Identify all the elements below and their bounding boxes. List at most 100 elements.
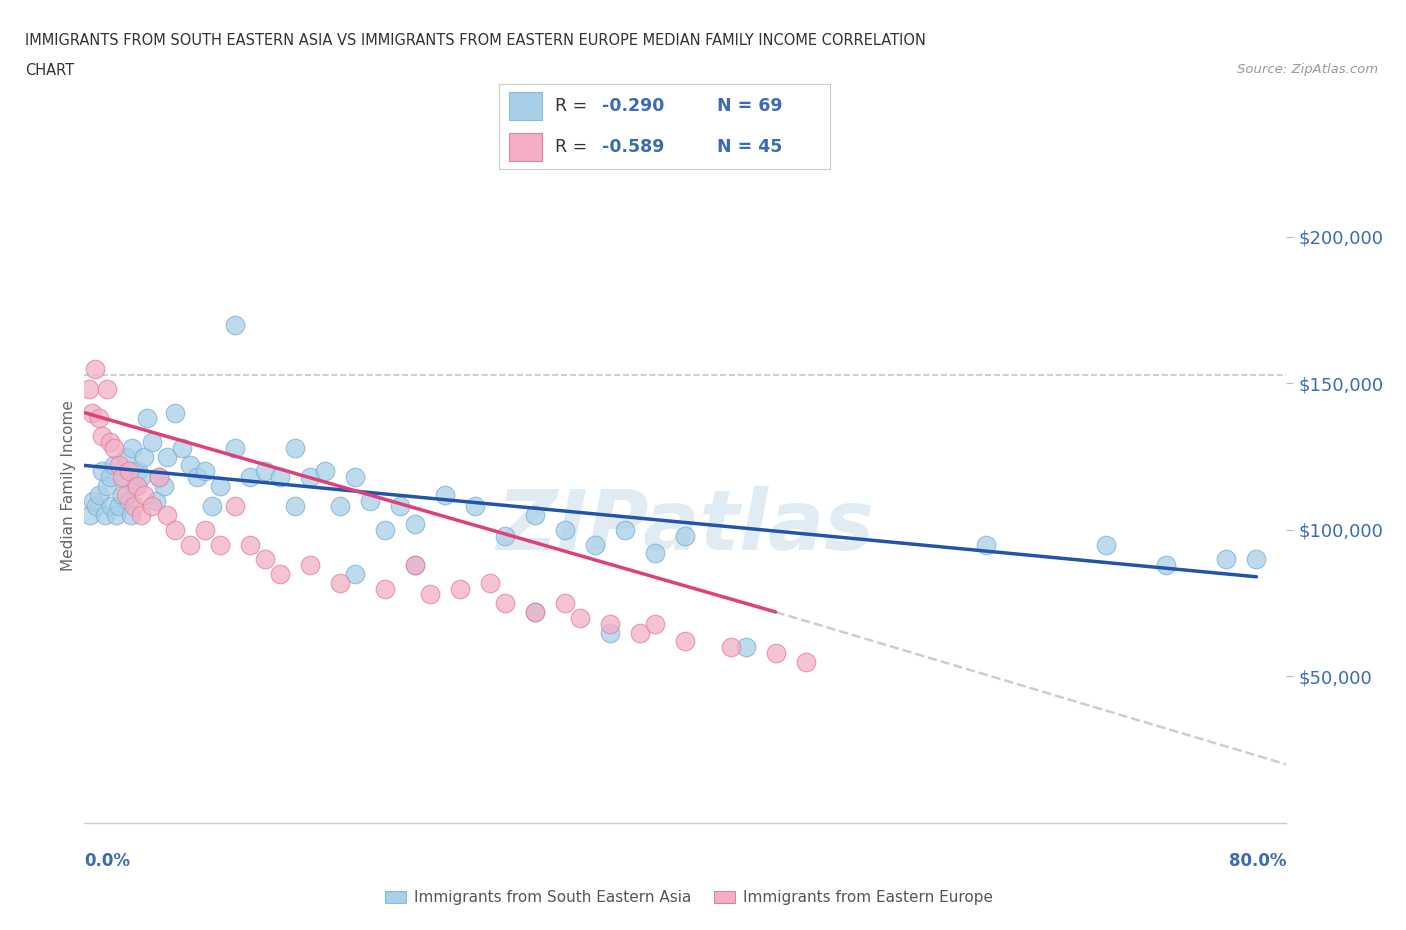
Point (464, 499, 486, 514)
Point (329, 576, 352, 591)
Point (103, 458, 125, 472)
Point (91, 464, 114, 479)
Point (112, 470, 135, 485)
Point (125, 479, 148, 494)
Point (170, 441, 193, 456)
Point (124, 479, 146, 494)
Point (118, 464, 141, 479)
Point (343, 566, 366, 581)
Point (269, 566, 291, 581)
Point (554, 523, 576, 538)
Point (98, 470, 121, 485)
Point (253, 551, 276, 566)
Text: IMMIGRANTS FROM SOUTH EASTERN ASIA VS IMMIGRANTS FROM EASTERN EUROPE MEDIAN FAMI: IMMIGRANTS FROM SOUTH EASTERN ASIA VS IM… (25, 33, 927, 47)
Point (145, 493, 167, 508)
Point (96, 381, 118, 396)
Point (569, 610, 592, 625)
Point (224, 317, 246, 332)
Point (449, 581, 471, 596)
Point (388, 499, 411, 514)
Point (111, 470, 134, 485)
Point (404, 516, 426, 531)
Point (269, 470, 291, 485)
Point (79, 508, 101, 523)
Point (1095, 538, 1118, 552)
Point (86, 499, 108, 514)
Point (284, 499, 307, 514)
Point (89, 487, 111, 502)
Point (108, 499, 131, 514)
Point (208, 538, 231, 552)
Point (583, 538, 606, 552)
Point (314, 464, 336, 479)
Point (434, 487, 457, 502)
Point (404, 558, 426, 573)
Point (94, 508, 117, 523)
Point (131, 508, 153, 523)
Point (103, 441, 125, 456)
Point (98, 434, 121, 449)
Text: CHART: CHART (25, 63, 75, 78)
Point (404, 558, 426, 573)
Point (121, 441, 143, 456)
Point (524, 508, 547, 523)
Point (359, 493, 381, 508)
Point (524, 604, 547, 619)
Point (136, 411, 159, 426)
Point (298, 470, 321, 485)
Text: -0.589: -0.589 (602, 138, 664, 156)
Point (1215, 551, 1237, 566)
Point (614, 523, 637, 538)
Text: -0.290: -0.290 (602, 97, 664, 115)
Text: R =: R = (555, 138, 593, 156)
Point (134, 487, 156, 502)
Point (479, 576, 502, 591)
Text: N = 69: N = 69 (717, 97, 783, 115)
Point (179, 458, 201, 472)
Point (720, 640, 742, 655)
Point (89, 411, 111, 426)
Point (374, 523, 396, 538)
Point (239, 538, 262, 552)
Point (80, 405, 103, 420)
Point (644, 546, 666, 561)
Point (298, 558, 321, 573)
Point (115, 449, 138, 464)
Point (494, 528, 516, 543)
Point (329, 499, 352, 514)
Point (524, 604, 547, 619)
Point (115, 487, 138, 502)
Point (675, 634, 697, 649)
Point (82, 493, 104, 508)
Text: R =: R = (555, 97, 593, 115)
Point (494, 596, 516, 611)
Point (554, 596, 576, 611)
Point (91, 429, 114, 444)
Point (127, 464, 149, 479)
Bar (509, 92, 543, 120)
Point (1156, 558, 1178, 573)
Point (186, 470, 208, 485)
Point (77, 381, 100, 396)
Text: N = 45: N = 45 (717, 138, 783, 156)
Point (120, 508, 142, 523)
Point (156, 508, 179, 523)
Y-axis label: Median Family Income: Median Family Income (60, 401, 76, 571)
Point (599, 625, 621, 640)
Bar (509, 133, 543, 161)
Point (1246, 551, 1268, 566)
Point (794, 655, 817, 670)
Point (675, 528, 697, 543)
Point (153, 479, 176, 494)
Point (628, 625, 651, 640)
Point (644, 617, 666, 631)
Point (141, 499, 163, 514)
Point (148, 470, 170, 485)
Point (148, 470, 170, 485)
Point (108, 458, 131, 472)
Point (194, 464, 217, 479)
Point (734, 640, 756, 655)
Point (599, 617, 621, 631)
Point (239, 470, 262, 485)
Point (974, 538, 997, 552)
